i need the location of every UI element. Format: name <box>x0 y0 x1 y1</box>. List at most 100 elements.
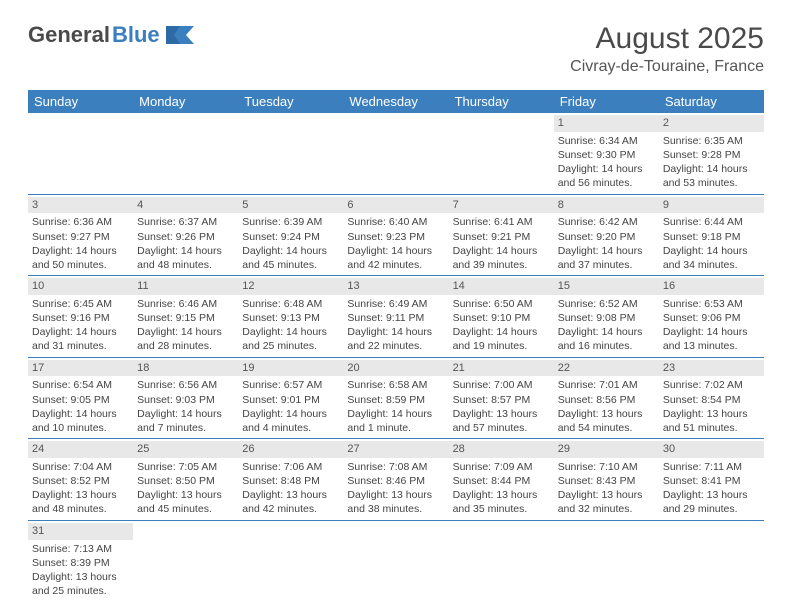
calendar-cell: 29 Sunrise: 7:10 AMSunset: 8:43 PMDayligh… <box>554 439 659 521</box>
day-number: 11 <box>133 278 238 295</box>
logo: GeneralBlue <box>28 22 194 48</box>
day-details: Sunrise: 6:40 AMSunset: 9:23 PMDaylight:… <box>347 215 444 272</box>
day-details: Sunrise: 6:36 AMSunset: 9:27 PMDaylight:… <box>32 215 129 272</box>
day-details: Sunrise: 7:00 AMSunset: 8:57 PMDaylight:… <box>453 378 550 435</box>
day-number: 25 <box>133 441 238 458</box>
day-details: Sunrise: 6:50 AMSunset: 9:10 PMDaylight:… <box>453 297 550 354</box>
day-number: 20 <box>343 360 448 377</box>
day-number: 13 <box>343 278 448 295</box>
calendar-cell: 19Sunrise: 6:57 AMSunset: 9:01 PMDayligh… <box>238 357 343 439</box>
calendar-row: 17Sunrise: 6:54 AMSunset: 9:05 PMDayligh… <box>28 357 764 439</box>
calendar-cell: 24Sunrise: 7:04 AMSunset: 8:52 PMDayligh… <box>28 439 133 521</box>
day-number: 30 <box>659 441 764 458</box>
calendar-cell: 22Sunrise: 7:01 AMSunset: 8:56 PMDayligh… <box>554 357 659 439</box>
day-details: Sunrise: 6:37 AMSunset: 9:26 PMDaylight:… <box>137 215 234 272</box>
calendar-cell <box>449 113 554 194</box>
day-details: Sunrise: 7:11 AMSunset: 8:41 PMDaylight:… <box>663 460 760 517</box>
day-number: 26 <box>238 441 343 458</box>
calendar-cell: 11 Sunrise: 6:46 AMSunset: 9:15 PMDayligh… <box>133 276 238 358</box>
calendar-row: 1 Sunrise: 6:34 AMSunset: 9:30 PMDaylight… <box>28 113 764 194</box>
day-number: 21 <box>449 360 554 377</box>
calendar-cell: 9Sunrise: 6:44 AMSunset: 9:18 PMDaylight… <box>659 194 764 276</box>
calendar-row: 24Sunrise: 7:04 AMSunset: 8:52 PMDayligh… <box>28 439 764 521</box>
day-details: Sunrise: 6:54 AMSunset: 9:05 PMDaylight:… <box>32 378 129 435</box>
day-number: 2 <box>659 115 764 132</box>
day-number: 3 <box>28 197 133 214</box>
day-number: 17 <box>28 360 133 377</box>
day-number: 19 <box>238 360 343 377</box>
calendar-cell <box>238 520 343 601</box>
calendar-table: SundayMondayTuesdayWednesdayThursdayFrid… <box>28 90 764 601</box>
day-number: 1 <box>554 115 659 132</box>
calendar-cell: 7Sunrise: 6:41 AMSunset: 9:21 PMDaylight… <box>449 194 554 276</box>
day-number: 28 <box>449 441 554 458</box>
calendar-cell: 27 Sunrise: 7:08 AMSunset: 8:46 PMDayligh… <box>343 439 448 521</box>
logo-flag-icon <box>166 26 194 44</box>
calendar-cell <box>659 520 764 601</box>
calendar-cell: 18Sunrise: 6:56 AMSunset: 9:03 PMDayligh… <box>133 357 238 439</box>
day-number: 5 <box>238 197 343 214</box>
location-label: Civray-de-Touraine, France <box>570 58 764 76</box>
day-details: Sunrise: 6:48 AMSunset: 9:13 PMDaylight:… <box>242 297 339 354</box>
calendar-cell <box>133 113 238 194</box>
calendar-cell: 17Sunrise: 6:54 AMSunset: 9:05 PMDayligh… <box>28 357 133 439</box>
day-number: 23 <box>659 360 764 377</box>
calendar-row: 10 Sunrise: 6:45 AMSunset: 9:16 PMDayligh… <box>28 276 764 358</box>
calendar-cell <box>28 113 133 194</box>
day-details: Sunrise: 7:10 AMSunset: 8:43 PMDaylight:… <box>558 460 655 517</box>
calendar-cell <box>343 520 448 601</box>
calendar-cell: 10 Sunrise: 6:45 AMSunset: 9:16 PMDayligh… <box>28 276 133 358</box>
day-details: Sunrise: 6:52 AMSunset: 9:08 PMDaylight:… <box>558 297 655 354</box>
calendar-cell <box>238 113 343 194</box>
day-number: 16 <box>659 278 764 295</box>
calendar-cell: 23Sunrise: 7:02 AMSunset: 8:54 PMDayligh… <box>659 357 764 439</box>
day-number: 14 <box>449 278 554 295</box>
day-details: Sunrise: 6:45 AMSunset: 9:16 PMDaylight:… <box>32 297 129 354</box>
logo-text-2: Blue <box>112 22 160 48</box>
day-number: 12 <box>238 278 343 295</box>
calendar-cell: 15Sunrise: 6:52 AMSunset: 9:08 PMDayligh… <box>554 276 659 358</box>
day-details: Sunrise: 7:01 AMSunset: 8:56 PMDaylight:… <box>558 378 655 435</box>
day-details: Sunrise: 6:41 AMSunset: 9:21 PMDaylight:… <box>453 215 550 272</box>
calendar-cell <box>133 520 238 601</box>
logo-text-1: General <box>28 22 110 48</box>
weekday-header: Saturday <box>659 90 764 113</box>
day-number: 6 <box>343 197 448 214</box>
day-number: 27 <box>343 441 448 458</box>
calendar-body: 1 Sunrise: 6:34 AMSunset: 9:30 PMDaylight… <box>28 113 764 601</box>
day-number: 10 <box>28 278 133 295</box>
day-details: Sunrise: 6:39 AMSunset: 9:24 PMDaylight:… <box>242 215 339 272</box>
day-details: Sunrise: 6:44 AMSunset: 9:18 PMDaylight:… <box>663 215 760 272</box>
day-details: Sunrise: 6:34 AMSunset: 9:30 PMDaylight:… <box>558 134 655 191</box>
calendar-cell: 13 Sunrise: 6:49 AMSunset: 9:11 PMDayligh… <box>343 276 448 358</box>
calendar-cell: 25 Sunrise: 7:05 AMSunset: 8:50 PMDayligh… <box>133 439 238 521</box>
calendar-cell: 26 Sunrise: 7:06 AMSunset: 8:48 PMDayligh… <box>238 439 343 521</box>
day-details: Sunrise: 7:08 AMSunset: 8:46 PMDaylight:… <box>347 460 444 517</box>
day-details: Sunrise: 6:46 AMSunset: 9:15 PMDaylight:… <box>137 297 234 354</box>
weekday-header: Thursday <box>449 90 554 113</box>
calendar-cell: 1 Sunrise: 6:34 AMSunset: 9:30 PMDaylight… <box>554 113 659 194</box>
day-number: 8 <box>554 197 659 214</box>
day-number: 24 <box>28 441 133 458</box>
calendar-cell: 4Sunrise: 6:37 AMSunset: 9:26 PMDaylight… <box>133 194 238 276</box>
day-details: Sunrise: 6:53 AMSunset: 9:06 PMDaylight:… <box>663 297 760 354</box>
day-details: Sunrise: 7:05 AMSunset: 8:50 PMDaylight:… <box>137 460 234 517</box>
day-details: Sunrise: 7:09 AMSunset: 8:44 PMDaylight:… <box>453 460 550 517</box>
calendar-row: 3Sunrise: 6:36 AMSunset: 9:27 PMDaylight… <box>28 194 764 276</box>
calendar-cell <box>449 520 554 601</box>
weekday-header: Wednesday <box>343 90 448 113</box>
calendar-cell: 30 Sunrise: 7:11 AMSunset: 8:41 PMDayligh… <box>659 439 764 521</box>
weekday-header: Monday <box>133 90 238 113</box>
calendar-cell: 21Sunrise: 7:00 AMSunset: 8:57 PMDayligh… <box>449 357 554 439</box>
day-number: 7 <box>449 197 554 214</box>
day-details: Sunrise: 7:13 AMSunset: 8:39 PMDaylight:… <box>32 542 129 599</box>
title-block: August 2025 Civray-de-Touraine, France <box>570 22 764 76</box>
calendar-cell: 31Sunrise: 7:13 AMSunset: 8:39 PMDayligh… <box>28 520 133 601</box>
calendar-cell: 3Sunrise: 6:36 AMSunset: 9:27 PMDaylight… <box>28 194 133 276</box>
calendar-cell: 12 Sunrise: 6:48 AMSunset: 9:13 PMDayligh… <box>238 276 343 358</box>
day-details: Sunrise: 6:57 AMSunset: 9:01 PMDaylight:… <box>242 378 339 435</box>
day-number: 29 <box>554 441 659 458</box>
day-details: Sunrise: 6:49 AMSunset: 9:11 PMDaylight:… <box>347 297 444 354</box>
calendar-cell <box>554 520 659 601</box>
day-details: Sunrise: 7:06 AMSunset: 8:48 PMDaylight:… <box>242 460 339 517</box>
